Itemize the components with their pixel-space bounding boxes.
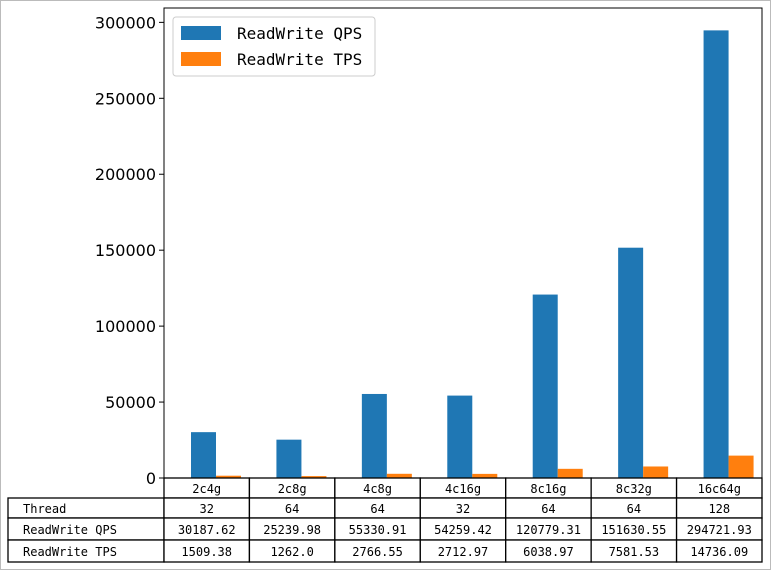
bar-tps-2c4g: [216, 475, 241, 478]
table-row-label: ReadWrite QPS: [23, 523, 117, 537]
table-cell-value: 64: [541, 502, 555, 516]
table-cell-value: 32: [199, 502, 213, 516]
legend-label: ReadWrite TPS: [237, 50, 362, 69]
bar-qps-16c64g: [703, 30, 729, 478]
y-tick-label: 50000: [105, 393, 156, 412]
table-cell-value: 1509.38: [181, 545, 232, 559]
bar-qps-4c8g: [361, 393, 387, 478]
table-cell-value: 14736.09: [690, 545, 748, 559]
legend: [172, 16, 376, 77]
table-cell-value: 55330.91: [349, 523, 407, 537]
y-tick-label: 0: [146, 469, 156, 488]
bar-qps-2c4g: [191, 432, 216, 478]
bar-qps-8c16g: [532, 294, 558, 478]
table-cell-value: 30187.62: [178, 523, 236, 537]
bar-tps-8c32g: [643, 466, 669, 478]
legend-label: ReadWrite QPS: [237, 24, 362, 43]
bar-tps-2c8g: [301, 476, 327, 478]
table-cell-value: 64: [627, 502, 641, 516]
y-tick-label: 100000: [95, 317, 156, 336]
bar-qps-8c32g: [618, 247, 644, 478]
table-cell-value: 6038.97: [523, 545, 574, 559]
table-cell: [675, 539, 763, 563]
table-cell-value: 1262.0: [270, 545, 313, 559]
x-tick-label: 8c16g: [530, 482, 566, 496]
x-tick-label: 16c64g: [698, 482, 741, 496]
bar-tps-8c16g: [557, 468, 583, 478]
bar-qps-4c16g: [447, 395, 473, 478]
legend-swatch: [181, 52, 221, 66]
table-cell-value: 32: [456, 502, 470, 516]
bar-tps-4c16g: [472, 473, 498, 478]
y-tick-label: 300000: [95, 13, 156, 32]
table-cell-value: 64: [285, 502, 299, 516]
x-tick-label: 2c8g: [278, 482, 307, 496]
legend-swatch: [181, 26, 221, 40]
y-tick-label: 250000: [95, 89, 156, 108]
bar-tps-16c64g: [728, 455, 754, 478]
table-cell-value: 294721.93: [687, 523, 752, 537]
y-tick-label: 150000: [95, 241, 156, 260]
table-cell-value: 120779.31: [516, 523, 581, 537]
table-cell-value: 151630.55: [601, 523, 666, 537]
y-tick-label: 200000: [95, 165, 156, 184]
bar-qps-2c8g: [276, 439, 302, 478]
x-tick-label: 2c4g: [192, 482, 221, 496]
table-cell-value: 25239.98: [263, 523, 321, 537]
table-cell-value: 7581.53: [609, 545, 660, 559]
table-cell-value: 54259.42: [434, 523, 492, 537]
table-cell-value: 64: [370, 502, 384, 516]
table-cell-value: 2712.97: [438, 545, 489, 559]
table-cell-value: 2766.55: [352, 545, 403, 559]
x-tick-label: 8c32g: [616, 482, 652, 496]
bar-tps-4c8g: [386, 473, 412, 478]
x-tick-label: 4c16g: [445, 482, 481, 496]
table-row-label: Thread: [23, 502, 66, 516]
x-tick-label: 4c8g: [363, 482, 392, 496]
table-cell-value: 128: [708, 502, 730, 516]
table-row-label: ReadWrite TPS: [23, 545, 117, 559]
